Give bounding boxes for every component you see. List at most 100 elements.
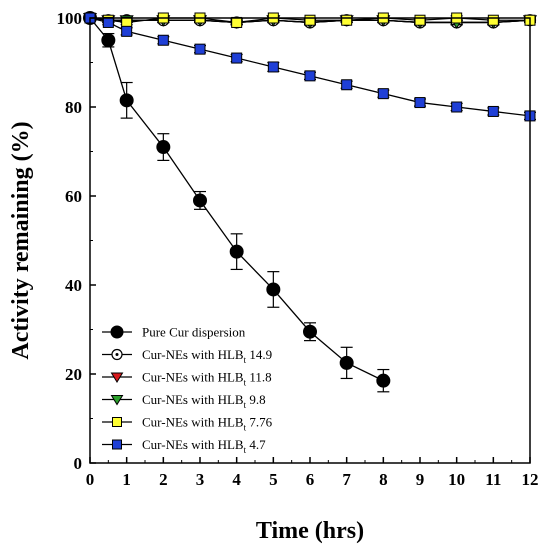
data-point	[414, 97, 426, 109]
data-point	[267, 61, 279, 73]
x-tick-label: 9	[416, 470, 425, 489]
data-point	[102, 16, 114, 28]
x-tick-label: 10	[448, 470, 465, 489]
data-point-shape	[193, 193, 207, 208]
data-point-shape	[341, 14, 353, 26]
x-tick-label: 5	[269, 470, 278, 489]
data-point-shape	[377, 88, 389, 100]
legend-entry: Cur-NEs with HLBt 11.8	[102, 370, 272, 388]
x-tick-label: 12	[522, 470, 539, 489]
data-point	[451, 101, 463, 113]
x-tick-label: 6	[306, 470, 315, 489]
data-point	[194, 43, 206, 55]
y-axis: 0 20 40 60 80 100	[57, 9, 96, 473]
legend-entry: Cur-NEs with HLBt 14.9	[102, 347, 272, 365]
data-point	[414, 14, 426, 26]
legend-label: Cur-NEs with HLBt 9.8	[142, 392, 266, 410]
y-tick-label: 0	[74, 454, 83, 473]
x-tick-label: 4	[232, 470, 241, 489]
y-tick-label: 20	[65, 365, 82, 384]
legend-label: Pure Cur dispersion	[142, 325, 246, 340]
series-line	[89, 17, 531, 117]
data-point	[341, 79, 353, 91]
legend-marker-shape	[110, 395, 124, 406]
data-point-shape	[231, 52, 243, 64]
data-point	[121, 25, 133, 37]
data-point-shape	[304, 14, 316, 26]
legend-marker	[111, 348, 123, 361]
y-tick-label: 40	[65, 276, 82, 295]
data-point-shape	[376, 373, 391, 388]
data-point	[339, 355, 354, 370]
legend-label: Cur-NEs with HLBt 7.76	[142, 415, 273, 433]
series-line	[89, 17, 531, 24]
x-tick-label: 0	[86, 470, 95, 489]
data-point	[231, 52, 243, 64]
x-tick-label: 1	[122, 470, 131, 489]
legend-marker-shape	[110, 372, 124, 383]
data-point-shape	[414, 14, 426, 26]
data-point	[193, 193, 207, 208]
data-point-shape	[267, 61, 279, 73]
data-point-shape	[451, 101, 463, 113]
x-axis: 0 1 2 3 4 5 6 7 8 9 10 11 12	[86, 457, 539, 489]
x-tick-label: 3	[196, 470, 205, 489]
data-point-shape	[194, 43, 206, 55]
x-tick-label: 7	[342, 470, 351, 489]
legend-label: Cur-NEs with HLBt 11.8	[142, 370, 272, 388]
data-point	[304, 14, 316, 26]
data-point	[119, 93, 134, 108]
data-point	[156, 140, 171, 155]
data-point	[231, 16, 243, 28]
x-tick-label: 11	[485, 470, 501, 489]
data-point-shape	[119, 93, 134, 108]
legend-marker-shape	[112, 417, 122, 427]
data-point-shape	[339, 355, 354, 370]
data-point-shape	[101, 33, 116, 48]
data-point-shape	[341, 79, 353, 91]
data-point	[266, 282, 281, 297]
legend-entry: Pure Cur dispersion	[102, 325, 246, 340]
data-point	[101, 33, 116, 48]
legend-marker-dot	[115, 353, 119, 356]
data-point	[341, 14, 353, 26]
legend-marker	[112, 439, 122, 450]
data-point-shape	[266, 282, 281, 297]
data-point	[157, 34, 169, 46]
x-tick-label: 8	[379, 470, 388, 489]
y-tick-label: 60	[65, 187, 82, 206]
data-point-shape	[231, 16, 243, 28]
data-point	[303, 324, 317, 339]
series-line	[89, 17, 384, 382]
series-5	[84, 12, 536, 122]
x-axis-title: Time (hrs)	[256, 518, 364, 544]
legend-marker-shape	[110, 325, 124, 339]
legend-entry: Cur-NEs with HLBt 7.76	[102, 415, 273, 433]
data-point	[377, 88, 389, 100]
data-point-shape	[304, 70, 316, 82]
legend-marker	[110, 395, 124, 406]
data-point-shape	[121, 25, 133, 37]
legend-marker-shape	[112, 439, 122, 450]
x-tick-label: 2	[159, 470, 168, 489]
data-point	[376, 373, 391, 388]
data-point-shape	[229, 244, 244, 259]
legend-label: Cur-NEs with HLBt 4.7	[142, 437, 266, 455]
data-point-shape	[487, 105, 499, 117]
data-point-shape	[102, 16, 114, 28]
legend-label: Cur-NEs with HLBt 14.9	[142, 347, 272, 365]
y-axis-title: Activity remaining (%)	[8, 121, 34, 359]
data-point-shape	[157, 34, 169, 46]
data-point-shape	[487, 14, 499, 26]
data-point	[487, 14, 499, 26]
y-tick-label: 80	[65, 98, 82, 117]
y-tick-label: 100	[57, 9, 83, 28]
legend-marker	[110, 372, 124, 383]
data-point-shape	[156, 140, 171, 155]
data-point-shape	[303, 324, 317, 339]
data-point	[304, 70, 316, 82]
legend-entry: Cur-NEs with HLBt 4.7	[102, 437, 266, 455]
data-point	[487, 105, 499, 117]
data-point	[229, 244, 244, 259]
